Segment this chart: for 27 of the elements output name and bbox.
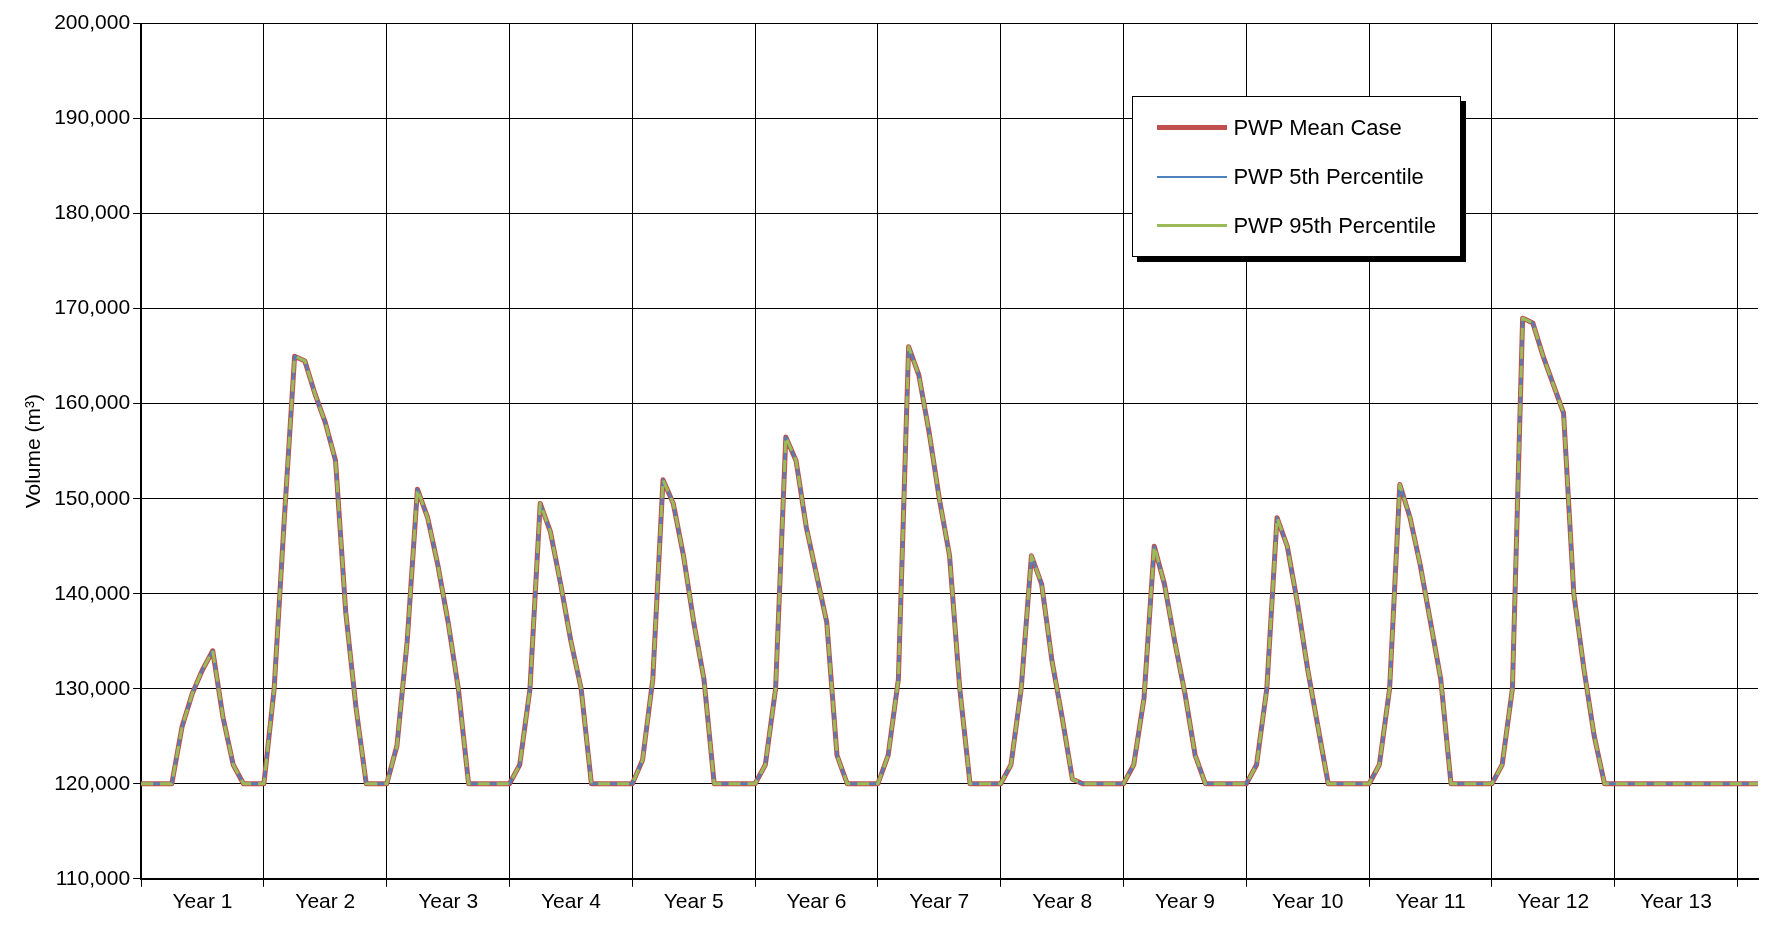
x-tick-label: Year 8 — [1032, 889, 1093, 913]
x-tick-label: Year 1 — [172, 889, 233, 913]
y-tick-label: 160,000 — [54, 390, 131, 414]
y-axis-title: Volume (m³) — [21, 394, 45, 509]
x-tick-label: Year 2 — [295, 889, 356, 913]
y-tick-label: 140,000 — [54, 580, 131, 604]
y-tick-label: 180,000 — [54, 200, 131, 224]
y-tick-label: 110,000 — [55, 865, 131, 889]
x-tick-label: Year 6 — [786, 889, 847, 913]
x-tick-label: Year 4 — [540, 889, 602, 913]
legend-label: PWP 95th Percentile — [1233, 212, 1436, 239]
y-tick-label: 200,000 — [54, 10, 131, 34]
x-tick-label: Year 11 — [1395, 889, 1466, 913]
y-tick-label: 130,000 — [54, 675, 131, 699]
y-tick-label: 170,000 — [54, 295, 131, 319]
legend-label: PWP Mean Case — [1233, 114, 1402, 141]
x-tick-label: Year 9 — [1154, 889, 1215, 913]
x-tick-label: Year 7 — [909, 889, 970, 913]
x-tick-label: Year 5 — [663, 889, 724, 913]
x-tick-label: Year 12 — [1517, 889, 1590, 913]
x-tick-label: Year 13 — [1640, 889, 1712, 913]
x-tick-label: Year 3 — [418, 889, 479, 913]
legend-label: PWP 5th Percentile — [1233, 163, 1424, 190]
x-tick-label: Year 10 — [1271, 889, 1344, 913]
y-tick-label: 120,000 — [54, 770, 131, 794]
y-tick-label: 150,000 — [54, 485, 131, 509]
y-tick-label: 190,000 — [54, 105, 131, 129]
